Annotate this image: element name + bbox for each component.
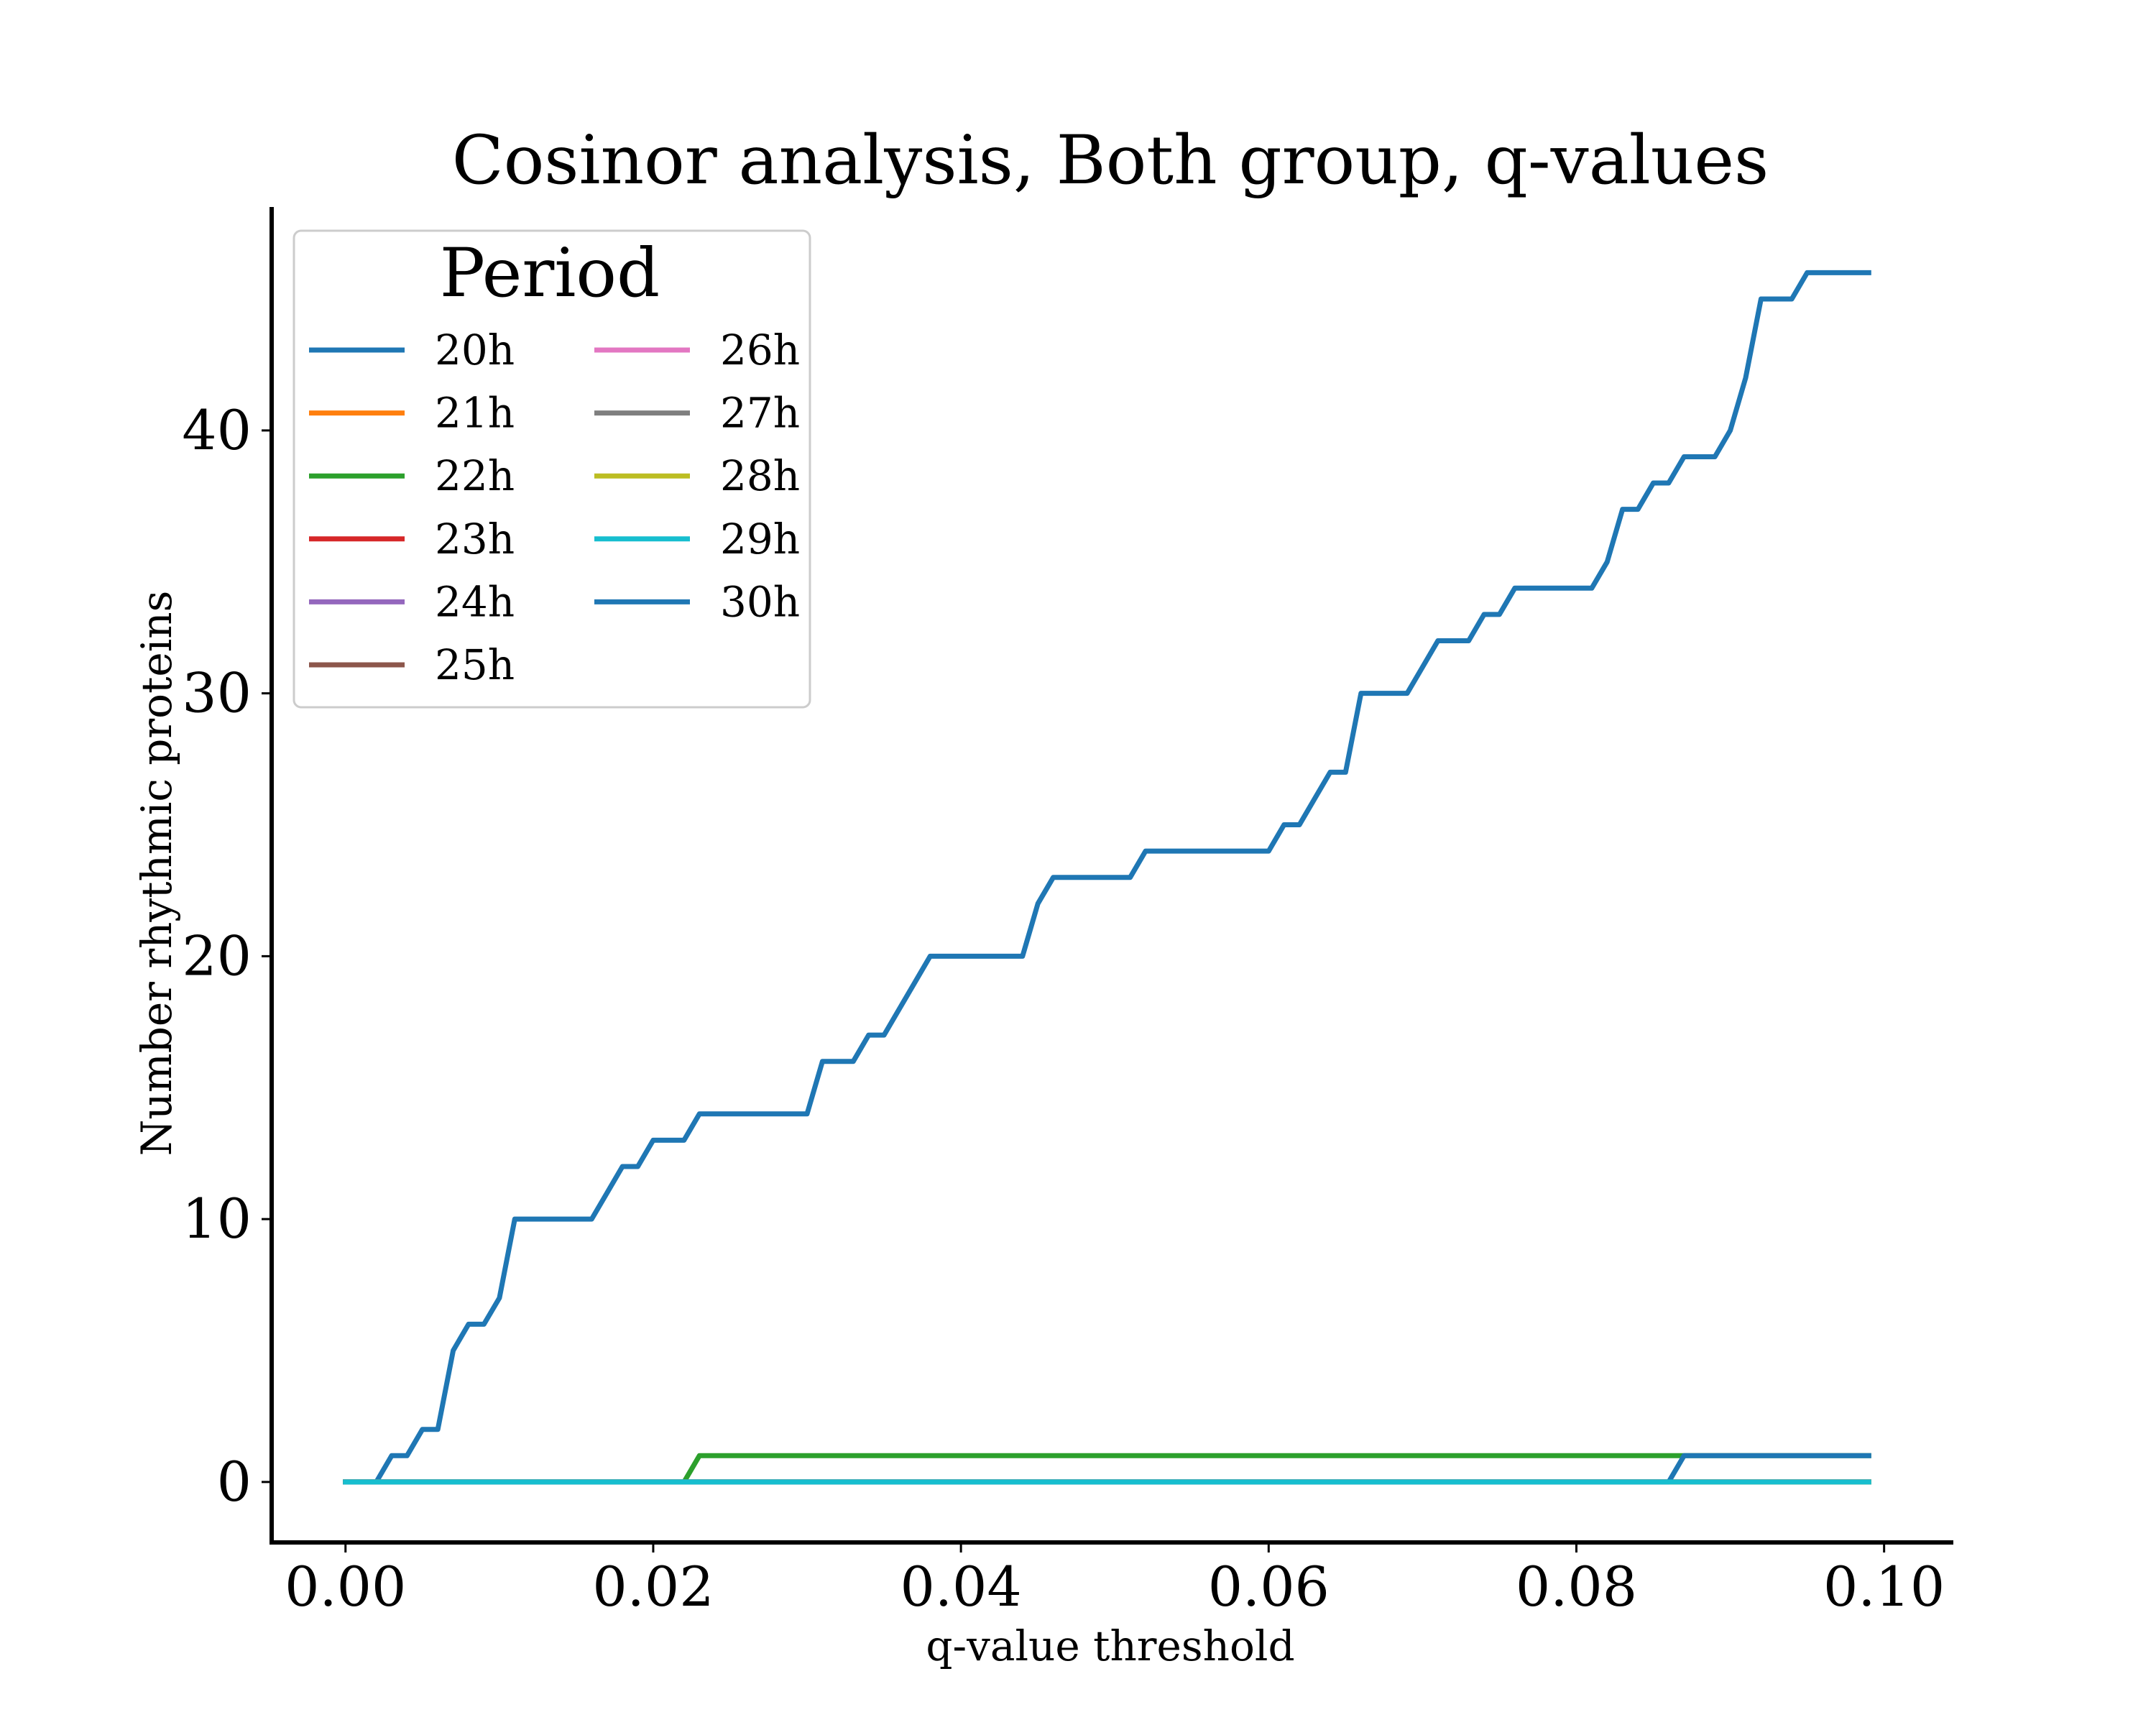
x-axis-label: q-value threshold [926,1622,1294,1670]
legend-label-21h: 21h [435,389,515,438]
legend-label-22h: 22h [435,451,515,500]
y-tick-label: 30 [182,661,252,725]
legend-label-30h: 30h [720,577,800,626]
y-tick-label: 10 [182,1187,252,1251]
x-tick-label: 0.00 [285,1555,406,1619]
legend-label-29h: 29h [720,515,800,564]
y-tick-label: 0 [217,1450,252,1514]
series-layer [343,270,1871,1485]
x-tick-label: 0.02 [592,1555,714,1619]
x-tick-label: 0.04 [900,1555,1022,1619]
y-tick-label: 40 [182,398,252,462]
y-axis-label: Number rhythmic proteins [132,591,181,1156]
series-line-20h [343,270,1871,1485]
legend: Period 20h 21h 22h 23h 24h 25h 26h 27h 28h 29h 30h [292,229,811,709]
legend-label-27h: 27h [720,389,800,438]
legend-label-28h: 28h [720,451,800,500]
legend-label-26h: 26h [720,326,800,374]
x-tick-label: 0.06 [1208,1555,1330,1619]
legend-title: Period [440,234,660,313]
chart-title: Cosinor analysis, Both group, q-values [452,121,1769,200]
legend-label-25h: 25h [435,640,515,689]
legend-entries: 20h 21h 22h 23h 24h 25h 26h 27h 28h 29h 30h [309,326,800,689]
legend-label-23h: 23h [435,515,515,564]
y-axis-ticks: 0 10 20 30 40 [182,398,272,1514]
legend-label-24h: 24h [435,577,515,626]
y-tick-label: 20 [182,924,252,988]
legend-label-20h: 20h [435,326,515,374]
x-tick-label: 0.08 [1516,1555,1637,1619]
x-tick-label: 0.10 [1823,1555,1945,1619]
x-axis-ticks: 0.00 0.02 0.04 0.06 0.08 0.10 [285,1542,1945,1619]
